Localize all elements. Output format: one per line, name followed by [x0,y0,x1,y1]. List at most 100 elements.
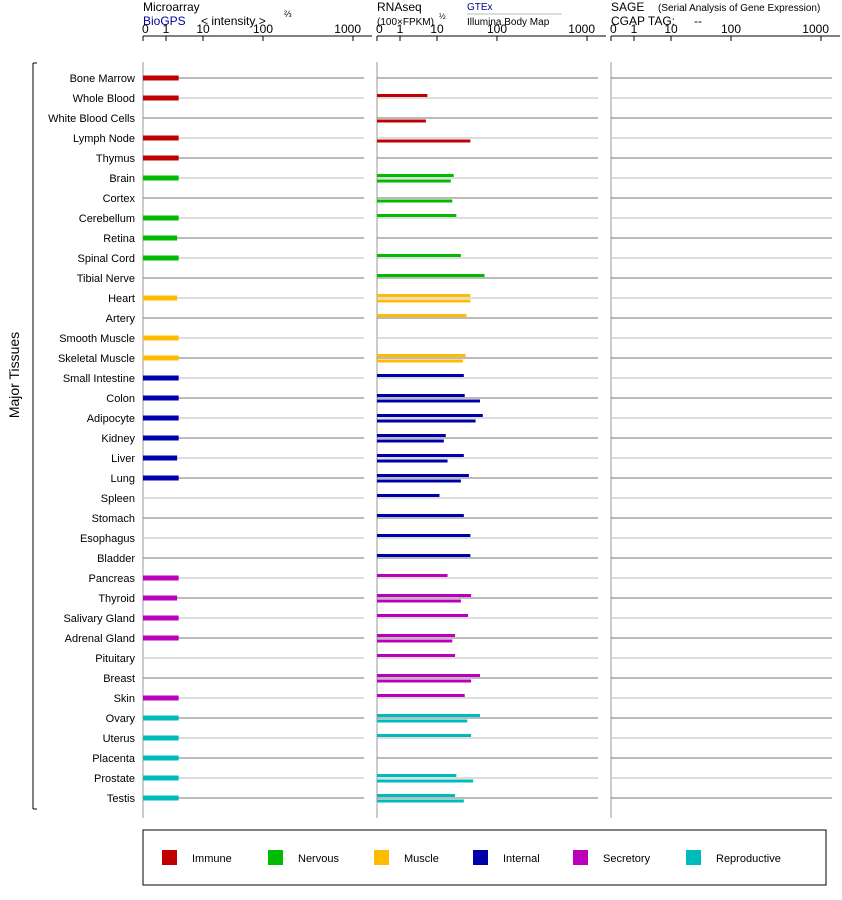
panels: 0 1 10 100 1000 0 1 10 100 1000 0 1 10 100 1000 [142,22,840,818]
tissue-label: Kidney [101,433,135,445]
tissue-label: Uterus [103,733,136,745]
microarray-bar [143,595,178,601]
tissue-labels: Bone Marrow Whole Blood White Blood Cells L… [48,73,136,805]
tissue-label: Breast [103,673,135,685]
microarray-bar [143,75,179,81]
microarray-bar [143,775,179,781]
tissue-label: Adipocyte [87,413,135,425]
legend-swatch [374,850,389,865]
ibm-bar [377,639,453,643]
tissue-label: Salivary Gland [63,613,135,625]
legend-label: Immune [192,853,232,865]
tissue-label: Adrenal Gland [65,633,135,645]
microarray-bar [143,715,179,721]
legend-swatch [162,850,177,865]
microarray-bar [143,215,179,221]
legend-swatch [573,850,588,865]
sage-title: SAGE [611,0,644,14]
gtex-bar [377,174,454,177]
microarray-bar [143,295,178,301]
microarray-panel: 0 1 10 100 1000 [142,22,372,818]
microarray-bar [143,235,178,241]
gtex-bar [377,734,472,737]
tissue-label: Placenta [92,753,136,765]
sage-tick-label: 1 [631,22,638,36]
legend-swatch [473,850,488,865]
gtex-bar [377,494,440,497]
microarray-header: Microarray BioGPS < intensity > ⅔ [143,0,292,28]
microarray-bar [143,395,179,401]
microarray-tick-label: 1000 [334,22,361,36]
rnaseq-unit: (100×FPKM) [377,17,434,28]
rnaseq-tick-label: 1000 [568,22,595,36]
sage-tag-label: CGAP TAG: [611,14,675,28]
microarray-bar [143,335,179,341]
ibm-bar [377,419,476,423]
ibm-bar [377,799,464,803]
gtex-bar [377,294,471,297]
gtex-bar [377,274,485,277]
tissue-label: Spleen [101,493,135,505]
legend-item: Immune [162,850,232,865]
tissue-label: Skeletal Muscle [58,353,135,365]
tissue-label: Bone Marrow [70,73,135,85]
sage-header: SAGE (Serial Analysis of Gene Expression… [611,0,820,28]
microarray-bar [143,375,179,381]
microarray-bar [143,155,179,161]
microarray-bar [143,175,179,181]
microarray-bar [143,255,179,261]
tissue-label: Colon [106,393,135,405]
tissue-label: Lung [111,473,135,485]
gtex-bar [377,674,480,677]
rnaseq-header: RNAseq (100×FPKM) ½ GTEx Illumina Body M… [377,0,562,28]
tissue-label: Stomach [92,513,135,525]
ibm-bar [377,479,461,483]
ibm-bar [377,119,426,123]
microarray-tick-label: 10 [196,22,210,36]
rnaseq-source-gtex: GTEx [467,2,493,13]
legend-items: Immune Nervous Muscle Internal Secretory Repr… [162,850,781,865]
legend-item: Internal [473,850,540,865]
ibm-bar [377,399,480,403]
gtex-bar [377,614,469,617]
gtex-bar [377,374,464,377]
tissue-label: Skin [114,693,135,705]
microarray-title: Microarray [143,0,200,14]
ibm-bar [377,299,471,303]
ibm-bar [377,779,474,783]
tissue-label: Prostate [94,773,135,785]
gtex-bar [377,714,480,717]
tissue-label: Bladder [97,553,135,565]
ibm-bar [377,719,468,723]
gtex-bar [377,214,457,217]
tissue-label: Cerebellum [79,213,135,225]
gtex-bar [377,774,457,777]
gtex-bar [377,794,456,797]
microarray-tick-label: 1 [163,22,170,36]
gtex-bar [377,514,464,517]
microarray-scale-label: < intensity > [201,14,266,28]
rnaseq-tick-label: 1 [397,22,404,36]
legend-label: Internal [503,853,540,865]
tissue-label: Brain [109,173,135,185]
tissue-label: Lymph Node [73,133,135,145]
legend-label: Nervous [298,853,339,865]
gtex-bar [377,414,483,417]
gtex-bar [377,354,466,357]
gtex-bar [377,654,456,657]
sage-tick-label: 10 [664,22,678,36]
microarray-scale-exponent: ⅔ [284,9,292,19]
legend-label: Secretory [603,853,651,865]
tissue-label: Ovary [106,713,136,725]
gtex-bar [377,94,428,97]
tissue-label: Whole Blood [73,93,135,105]
microarray-bar [143,755,179,761]
microarray-bar [143,455,178,461]
ibm-bar [377,179,451,183]
tissue-label: Retina [103,233,136,245]
tissue-label: Smooth Muscle [59,333,135,345]
rnaseq-unit-exponent: ½ [439,12,446,21]
rnaseq-panel: 0 1 10 100 1000 [376,22,606,818]
tissue-label: Testis [107,793,136,805]
